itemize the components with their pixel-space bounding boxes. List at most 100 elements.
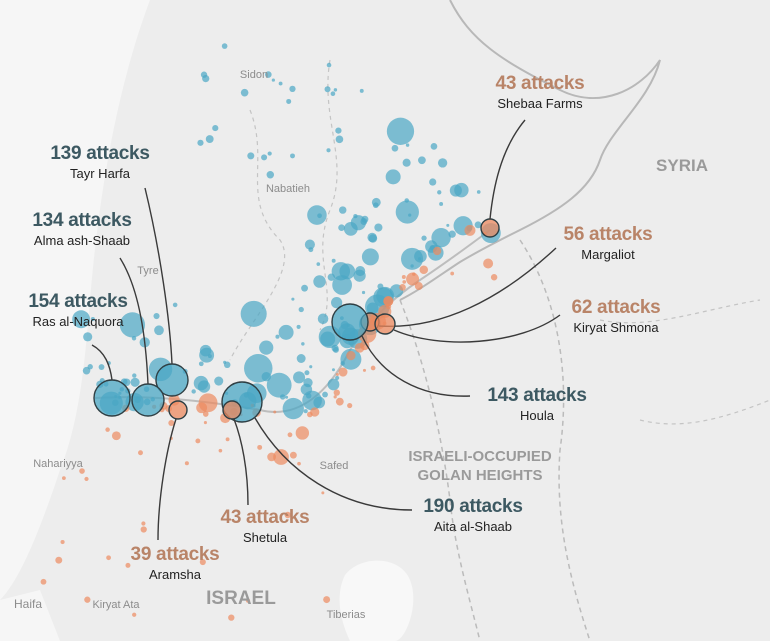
- district-lines: [229, 59, 770, 425]
- lebanon-attack-dot: [324, 86, 331, 93]
- lebanon-attack-dot: [275, 334, 280, 339]
- callout-label: 139 attacks Tayr Harfa: [50, 143, 149, 181]
- israel-attack-dot: [287, 432, 293, 438]
- callout-label: 39 attacks Aramsha: [131, 544, 220, 582]
- israel-attack-dot: [106, 555, 111, 561]
- lebanon-attack-dot: [240, 300, 267, 327]
- lebanon-attack-dot: [212, 124, 219, 132]
- lebanon-attack-dot: [353, 269, 366, 282]
- israel-attack-dot: [289, 451, 297, 459]
- israel-attack-dot: [490, 274, 498, 281]
- israel-attack-dot: [184, 461, 189, 466]
- callout-leader-line: [157, 418, 177, 541]
- lebanon-attack-dot: [454, 182, 469, 198]
- lebanon-attack-dot: [72, 310, 91, 329]
- lebanon-attack-dot: [386, 117, 415, 145]
- attack-count: 154 attacks: [28, 291, 128, 312]
- lebanon-attack-dot: [266, 171, 275, 179]
- lebanon-attack-dot: [304, 239, 315, 250]
- city-tyre: Tyre: [137, 265, 159, 277]
- sea-haifa: [0, 590, 60, 641]
- callout-leader-line: [119, 257, 149, 385]
- lebanon-attack-dot: [298, 306, 304, 313]
- location-name: Kiryat Shmona: [573, 320, 659, 335]
- lebanon-attack-dot: [302, 390, 322, 411]
- callout-leader-line: [233, 418, 249, 506]
- highlighted-location-circle: [374, 313, 396, 335]
- lebanon-attack-dot: [98, 364, 105, 370]
- israel-attack-dot: [228, 614, 235, 621]
- israel-attack-dot: [333, 395, 337, 399]
- location-name: Tayr Harfa: [70, 166, 130, 181]
- israel-attack-dot: [60, 540, 65, 545]
- lebanon-attack-dot: [214, 376, 224, 386]
- lebanon-attack-dot: [437, 190, 442, 195]
- lebanon-attack-dot: [307, 205, 327, 225]
- city-kiryat-ata: Kiryat Ata: [92, 599, 140, 611]
- lebanon-attack-dot: [286, 98, 292, 104]
- israel-attack-dot: [225, 437, 230, 442]
- israel-attack-dot: [295, 426, 310, 440]
- israel-attack-dot: [125, 562, 131, 568]
- lebanon-attack-dot: [247, 152, 255, 160]
- israel-attack-dot: [419, 265, 429, 274]
- lebanon-attack-dot: [207, 354, 212, 359]
- lebanon-attack-dot: [439, 201, 444, 206]
- lebanon-attack-dot: [335, 127, 342, 134]
- lebanon-attack-dot: [289, 85, 296, 93]
- lebanon-attack-dot: [197, 139, 204, 146]
- lebanon-attack-dot: [360, 218, 368, 225]
- lebanon-attack-dot: [199, 347, 215, 363]
- israel-attack-dot: [450, 271, 455, 276]
- lebanon-attack-dot: [83, 332, 93, 342]
- lebanon-attack-dot: [418, 257, 422, 261]
- lebanon-attack-dot: [278, 81, 283, 86]
- location-name: Houla: [520, 408, 554, 423]
- lebanon-attack-dot: [405, 143, 410, 147]
- lebanon-attack-dot: [404, 198, 409, 203]
- lebanon-attack-dot: [154, 325, 164, 336]
- israel-attack-dot: [464, 224, 476, 236]
- lebanon-attack-dot: [90, 317, 95, 322]
- lebanon-attack-dot: [367, 232, 377, 243]
- israel-attack-dot: [383, 296, 394, 307]
- israel-attack-dot: [338, 367, 348, 377]
- city-nahariyya: Nahariyya: [33, 458, 83, 470]
- highlighted-location-circle: [131, 383, 165, 417]
- israel-attack-dot: [335, 397, 344, 406]
- israel-attack-dot: [310, 407, 320, 417]
- attack-count: 139 attacks: [50, 143, 150, 164]
- israel-attack-dot: [140, 526, 147, 533]
- lebanon-attack-dot: [316, 262, 321, 266]
- lebanon-attack-dot: [331, 297, 343, 309]
- lebanon-attack-dot: [371, 197, 381, 207]
- israel-attack-dot: [79, 468, 85, 474]
- lebanon-attack-dot: [377, 283, 384, 290]
- lake-tiberias: [339, 560, 414, 641]
- lebanon-attack-dot: [200, 71, 208, 78]
- callout-leader-line: [378, 247, 557, 328]
- lebanon-attack-dot: [431, 228, 451, 248]
- region-golan: ISRAELI-OCCUPIED GOLAN HEIGHTS: [408, 447, 551, 485]
- lebanon-attack-dot: [205, 135, 214, 143]
- lebanon-attack-dot: [361, 248, 379, 266]
- lebanon-attack-dot: [282, 397, 304, 420]
- lebanon-attack-dot: [331, 258, 336, 263]
- lebanon-attack-dot: [271, 78, 275, 82]
- lebanon-attack-dot: [366, 302, 379, 315]
- israel-attack-dot: [399, 284, 406, 291]
- lebanon-attack-dot: [476, 190, 481, 194]
- israel-attack-dot: [333, 389, 340, 396]
- israel-attack-dot: [141, 521, 146, 526]
- lebanon-attack-dot: [430, 143, 438, 150]
- lebanon-attack-dot: [285, 395, 289, 399]
- region-syria: SYRIA: [656, 156, 708, 175]
- israel-attack-dot: [199, 558, 206, 566]
- lebanon-attack-dot: [198, 361, 204, 367]
- lebanon-attack-dot: [291, 297, 295, 301]
- israel-attack-dot: [412, 272, 416, 276]
- attack-count: 190 attacks: [423, 496, 523, 517]
- city-nabatieh: Nabatieh: [265, 183, 311, 195]
- callout-leader-line: [489, 119, 526, 220]
